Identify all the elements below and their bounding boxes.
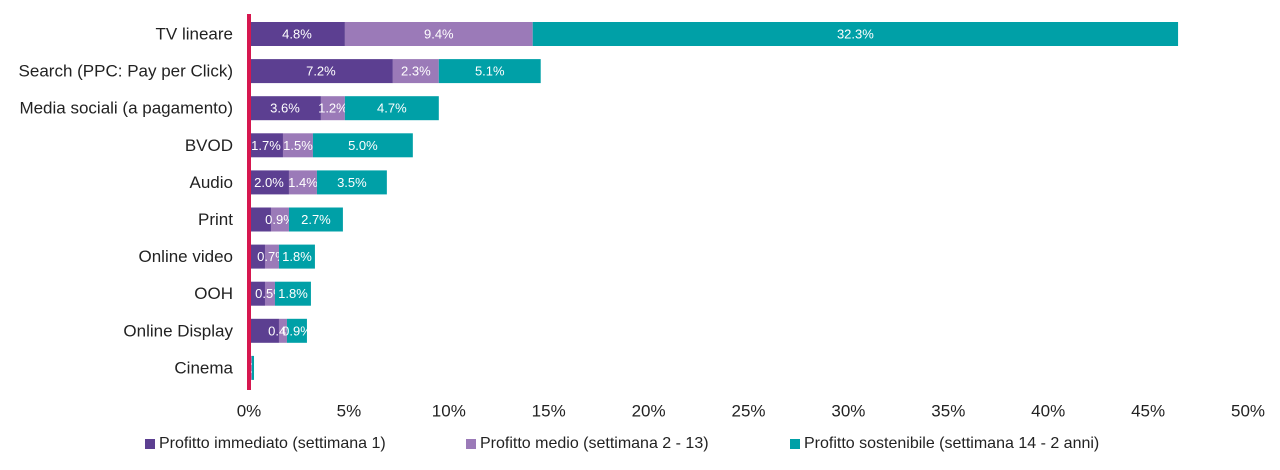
legend-label: Profitto medio (settimana 2 - 13): [480, 435, 709, 452]
data-label-bvod-series-2: 1.5%: [283, 138, 313, 153]
data-label-search-ppc-pay-per-click-series-3: 5.1%: [475, 64, 505, 79]
category-label-online-video: Online video: [138, 247, 233, 266]
data-label-bvod-series-3: 5.0%: [348, 138, 378, 153]
bar-segment-ooh-series-3: [274, 281, 311, 306]
category-label-ooh: OOH: [194, 284, 233, 303]
stacked-bar-chart: TV lineare 4.8% 9.4% 32.3% Search (PPC: Pay …: [19, 14, 1265, 421]
legend-swatch: [145, 439, 155, 449]
data-label-audio-series-1: 2.0%: [254, 175, 284, 190]
category-label-print: Print: [198, 210, 233, 229]
data-label-media-sociali-a-pagamento-series-3: 4.7%: [377, 101, 407, 116]
bar-segment-online-display-series-2: [278, 318, 287, 343]
category-label-online-display: Online Display: [123, 321, 233, 340]
data-label-audio-series-2: 1.4%: [288, 175, 318, 190]
legend-item-series-3: Profitto sostenibile (settimana 14 - 2 a…: [790, 430, 1099, 458]
legend-item-series-1: Profitto immediato (settimana 1): [145, 430, 386, 458]
bar-segment-media-sociali-a-pagamento-series-1: [249, 96, 321, 121]
data-label-bvod-series-1: 1.7%: [251, 138, 281, 153]
bar-segment-online-display-series-3: [286, 318, 307, 343]
bar-segment-tv-lineare-series-2: [344, 22, 533, 46]
x-tick-label-7: 35%: [931, 402, 965, 421]
category-label-tv-lineare: TV lineare: [156, 25, 233, 44]
chart-legend: Profitto immediato (settimana 1) Profitto…: [0, 430, 1280, 458]
data-label-cinema-series-2: 0: [248, 360, 255, 375]
bar-segment-media-sociali-a-pagamento-series-2: [320, 96, 345, 121]
x-tick-label-0: 0%: [237, 402, 262, 421]
data-label-search-ppc-pay-per-click-series-1: 7.2%: [306, 64, 336, 79]
data-label-online-video-series-3: 1.8%: [282, 249, 312, 264]
bar-segment-online-video-series-2: [264, 244, 279, 269]
bar-segment-ooh-series-1: [249, 281, 265, 306]
legend-label: Profitto sostenibile (settimana 14 - 2 a…: [804, 435, 1100, 452]
category-label-search-ppc-pay-per-click: Search (PPC: Pay per Click): [19, 62, 233, 81]
legend-swatch: [790, 439, 800, 449]
bar-segment-tv-lineare-series-1: [249, 22, 345, 46]
x-tick-label-5: 25%: [731, 402, 765, 421]
data-label-media-sociali-a-pagamento-series-2: 1.2%: [318, 101, 348, 116]
bar-segment-bvod-series-1: [249, 133, 283, 158]
bar-segment-audio-series-3: [316, 170, 387, 195]
legend-item-series-2: Profitto medio (settimana 2 - 13): [466, 430, 709, 458]
bar-segment-bvod-series-3: [312, 133, 413, 158]
data-label-media-sociali-a-pagamento-series-1: 3.6%: [270, 101, 300, 116]
data-label-print-series-3: 2.7%: [301, 212, 331, 227]
data-label-online-display-series-3: 0.9%: [282, 323, 312, 338]
data-label-ooh-series-3: 1.8%: [278, 286, 308, 301]
x-tick-label-8: 40%: [1031, 402, 1065, 421]
bar-segment-tv-lineare-series-3: [532, 22, 1179, 46]
x-tick-label-9: 45%: [1131, 402, 1165, 421]
bar-segment-search-ppc-pay-per-click-series-3: [438, 59, 541, 84]
bar-segment-online-display-series-1: [249, 318, 279, 343]
data-label-tv-lineare-series-1: 4.8%: [282, 27, 312, 42]
bar-segment-print-series-3: [288, 207, 343, 232]
data-label-print-series-2: 0.9%: [265, 212, 295, 227]
bar-segment-print-series-2: [270, 207, 289, 232]
data-label-search-ppc-pay-per-click-series-2: 2.3%: [401, 64, 431, 79]
bar-segment-print-series-1: [249, 207, 271, 232]
category-label-audio: Audio: [190, 173, 233, 192]
bar-segment-online-video-series-3: [278, 244, 315, 269]
bar-segment-audio-series-2: [288, 170, 317, 195]
x-tick-label-1: 5%: [337, 402, 362, 421]
x-tick-label-3: 15%: [532, 402, 566, 421]
x-tick-label-2: 10%: [432, 402, 466, 421]
bar-segment-audio-series-1: [249, 170, 289, 195]
legend-label: Profitto immediato (settimana 1): [159, 435, 386, 452]
bar-segment-media-sociali-a-pagamento-series-3: [344, 96, 439, 121]
category-label-bvod: BVOD: [185, 136, 233, 155]
bar-segment-cinema-series-2: [250, 355, 252, 380]
category-label-media-sociali-a-pagamento: Media sociali (a pagamento): [19, 99, 233, 118]
data-label-audio-series-3: 3.5%: [337, 175, 367, 190]
x-tick-label-6: 30%: [831, 402, 865, 421]
bar-segment-search-ppc-pay-per-click-series-2: [392, 59, 439, 84]
bar-segment-ooh-series-2: [264, 281, 275, 306]
bar-segment-cinema-series-3: [251, 355, 254, 380]
bar-segment-search-ppc-pay-per-click-series-1: [249, 59, 393, 84]
legend-swatch: [466, 439, 476, 449]
bar-segment-bvod-series-2: [282, 133, 313, 158]
x-tick-label-4: 20%: [632, 402, 666, 421]
data-label-tv-lineare-series-3: 32.3%: [837, 27, 874, 42]
x-tick-label-10: 50%: [1231, 402, 1265, 421]
data-label-tv-lineare-series-2: 9.4%: [424, 27, 454, 42]
bar-segment-online-video-series-1: [249, 244, 265, 269]
category-label-cinema: Cinema: [174, 358, 233, 377]
